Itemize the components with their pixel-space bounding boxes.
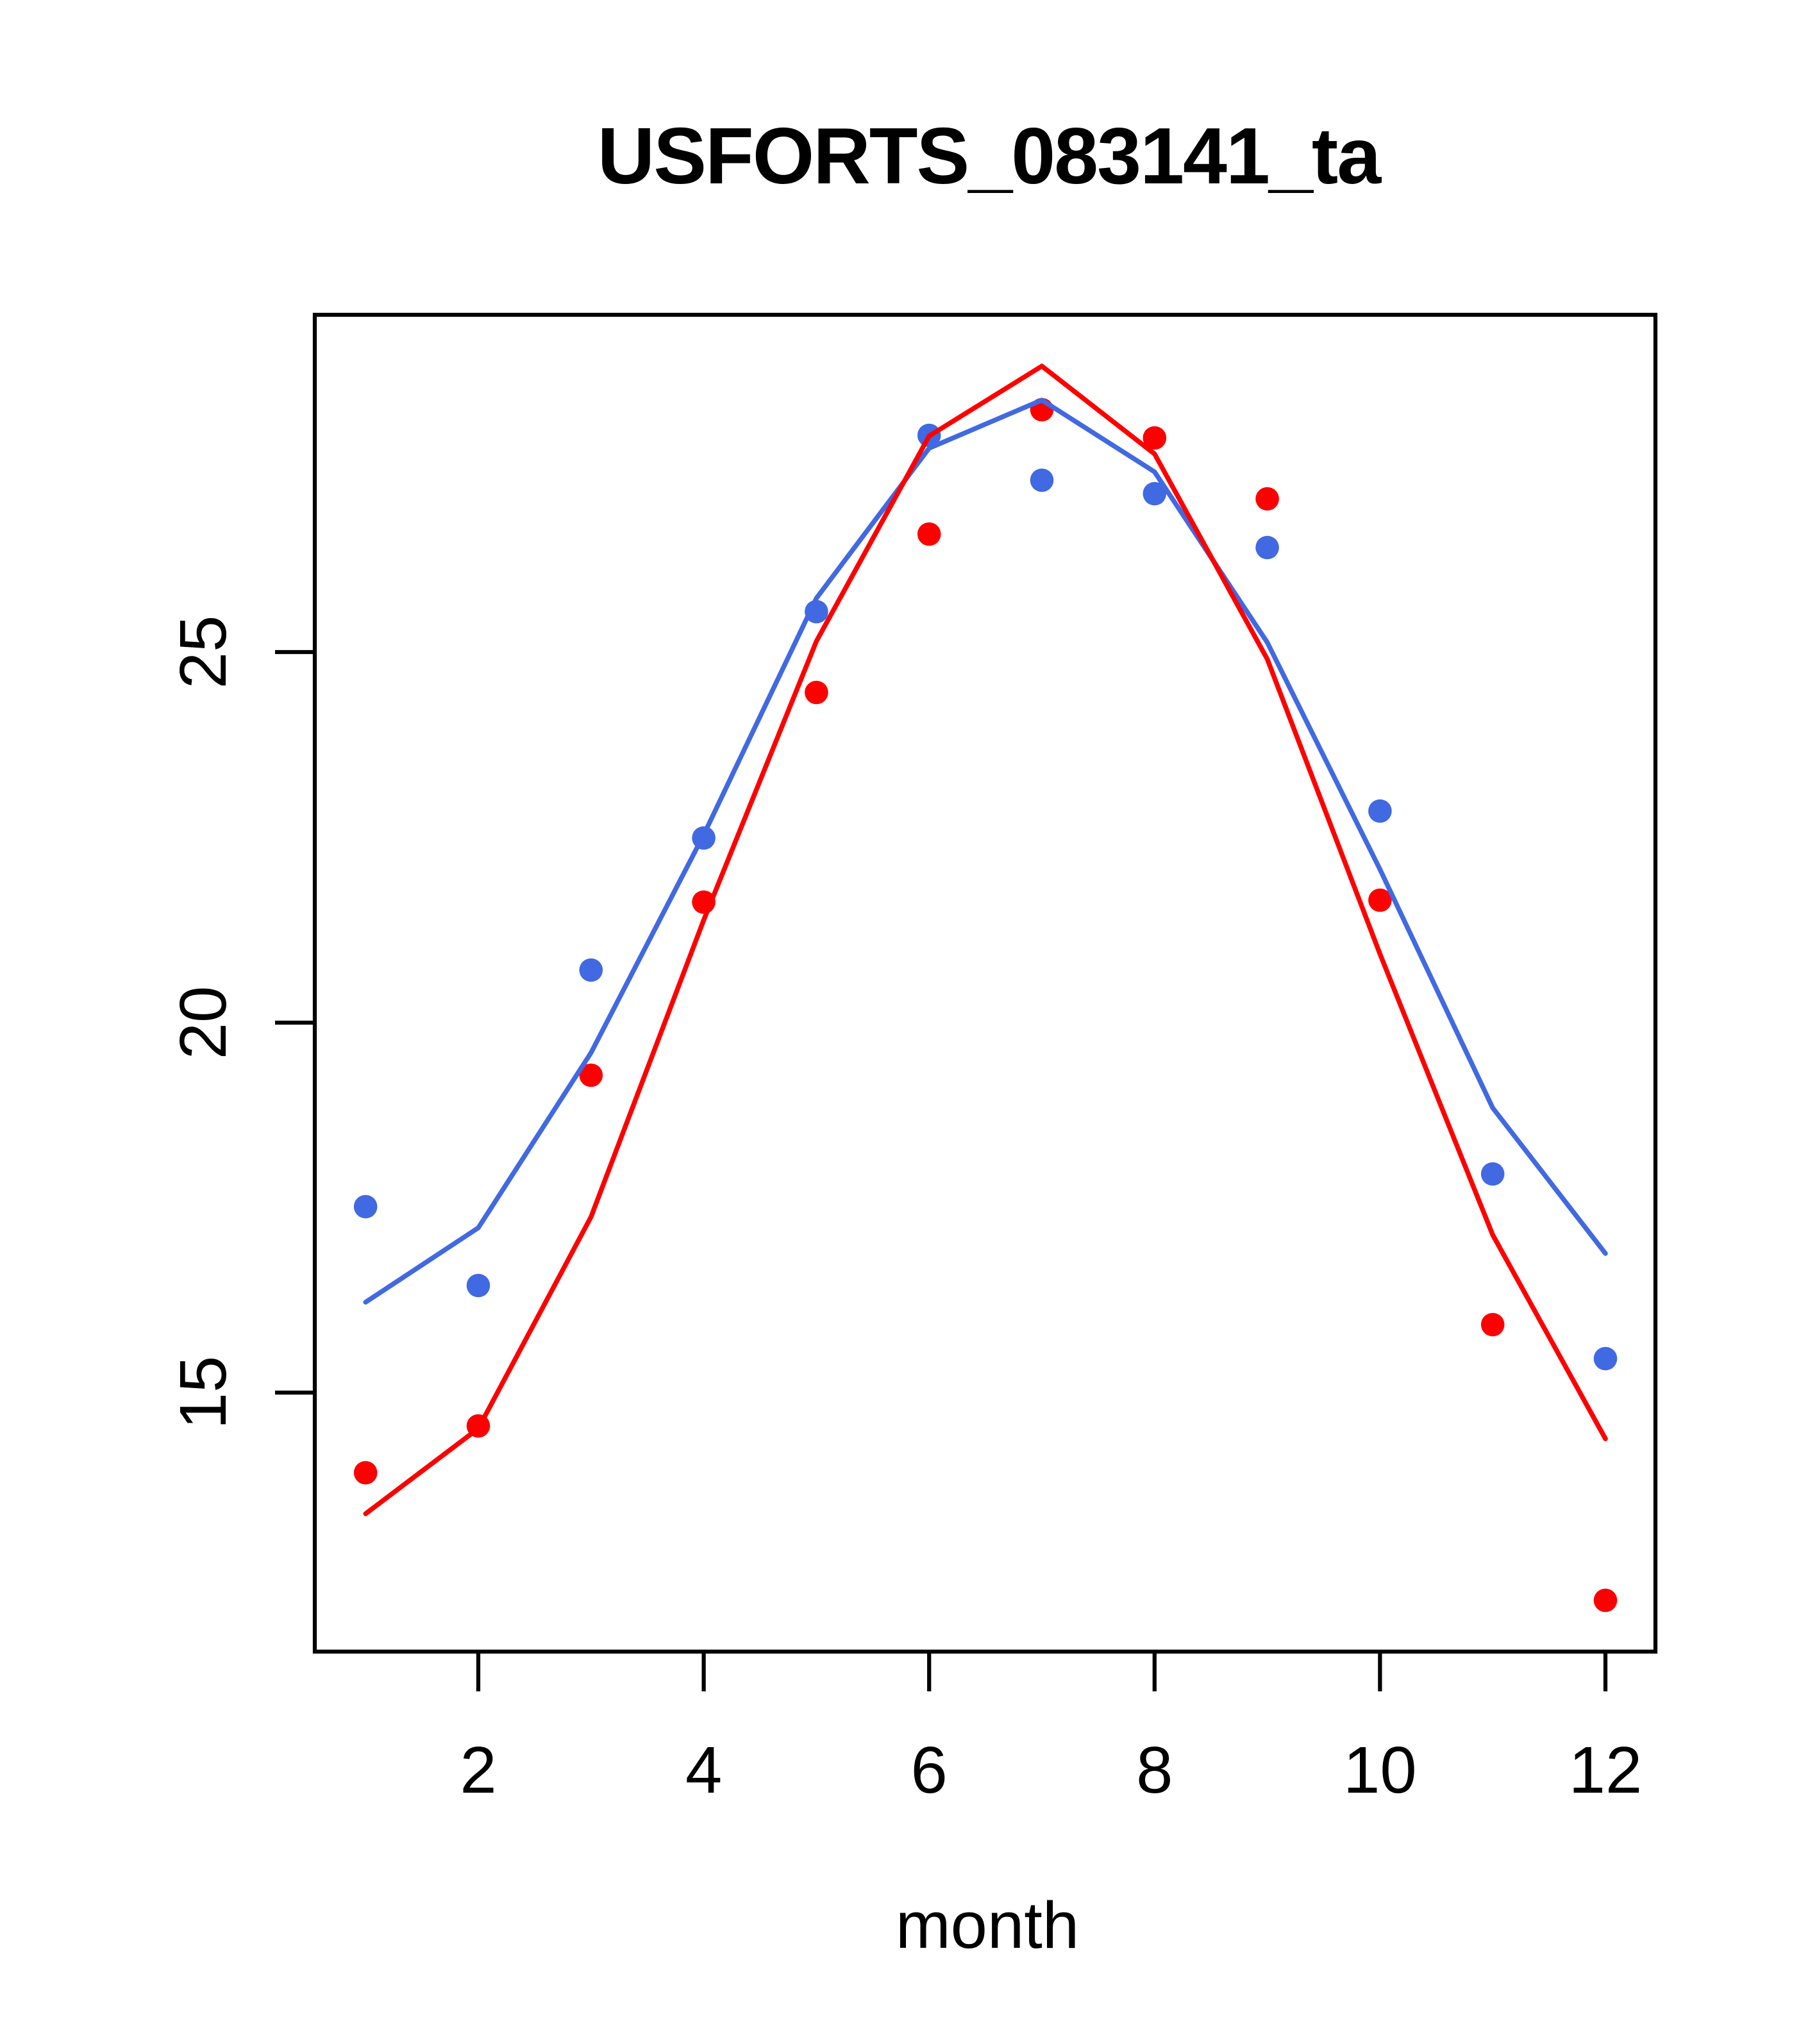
svg-text:2: 2 — [460, 1733, 496, 1807]
svg-text:month: month — [896, 1888, 1079, 1962]
svg-text:USFORTS_083141_ta: USFORTS_083141_ta — [598, 112, 1382, 201]
svg-text:6: 6 — [911, 1733, 948, 1807]
svg-text:8: 8 — [1136, 1733, 1173, 1807]
svg-text:15: 15 — [166, 1356, 240, 1430]
svg-text:4: 4 — [685, 1733, 722, 1807]
svg-text:10: 10 — [1343, 1733, 1417, 1807]
svg-text:20: 20 — [166, 986, 240, 1060]
svg-text:12: 12 — [1569, 1733, 1643, 1807]
svg-text:25: 25 — [166, 616, 240, 689]
